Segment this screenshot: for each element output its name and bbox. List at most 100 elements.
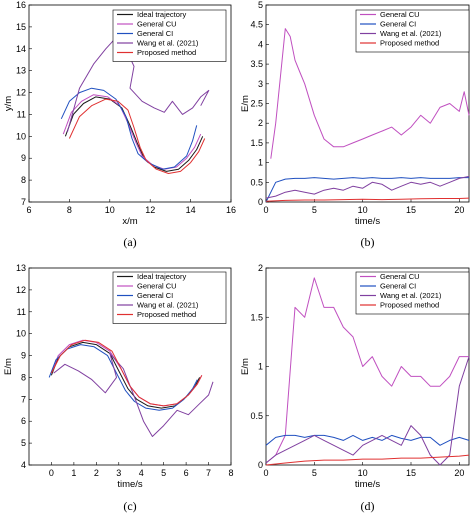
series-line-wang bbox=[53, 352, 214, 437]
legend-entry: General CU bbox=[380, 272, 420, 281]
y-tick-label: 0 bbox=[258, 460, 263, 470]
y-tick-label: 6 bbox=[21, 416, 26, 426]
y-tick-label: 13 bbox=[16, 263, 26, 273]
legend-entry: Wang et al. (2021) bbox=[380, 29, 442, 38]
x-tick-label: 10 bbox=[358, 468, 368, 478]
y-axis-label: E/m bbox=[240, 95, 251, 112]
legend-entry: Wang et al. (2021) bbox=[137, 301, 199, 310]
series-line-wang bbox=[265, 175, 470, 199]
y-tick-label: 5 bbox=[21, 438, 26, 448]
subfigure-caption: (b) bbox=[361, 235, 375, 249]
legend-entry: Ideal trajectory bbox=[137, 10, 186, 19]
y-tick-label: 10 bbox=[16, 329, 26, 339]
y-tick-label: 0.5 bbox=[250, 411, 263, 421]
legend-entry: General CU bbox=[137, 282, 177, 291]
y-tick-label: 10 bbox=[16, 131, 26, 141]
x-tick-label: 4 bbox=[139, 468, 144, 478]
y-tick-label: 7 bbox=[21, 394, 26, 404]
legend-entry: Proposed method bbox=[137, 310, 196, 319]
y-tick-label: 3.5 bbox=[250, 59, 263, 69]
x-tick-label: 2 bbox=[94, 468, 99, 478]
legend-entry: General CU bbox=[137, 20, 177, 29]
series-line-ci bbox=[48, 344, 198, 411]
x-tick-label: 8 bbox=[228, 468, 233, 478]
x-tick-label: 20 bbox=[454, 468, 464, 478]
y-tick-label: 2 bbox=[258, 263, 263, 273]
x-tick-label: 0 bbox=[263, 205, 268, 215]
x-tick-label: 0 bbox=[49, 468, 54, 478]
series-line-ci bbox=[265, 177, 469, 203]
legend-box bbox=[355, 9, 470, 53]
subfigure-caption: (c) bbox=[123, 499, 136, 513]
series-line-ci bbox=[60, 87, 198, 170]
legend-entry: General CI bbox=[380, 20, 416, 29]
y-tick-label: 7 bbox=[21, 197, 26, 207]
x-tick-label: 10 bbox=[358, 205, 368, 215]
series-line-proposed bbox=[68, 98, 206, 174]
x-tick-label: 5 bbox=[312, 205, 317, 215]
x-axis-label: x/m bbox=[122, 216, 137, 227]
y-tick-label: 1 bbox=[258, 158, 263, 168]
legend-entry: General CI bbox=[137, 29, 173, 38]
y-tick-label: 3 bbox=[258, 79, 263, 89]
x-axis-label: time/s bbox=[355, 216, 381, 227]
series-line-cu bbox=[270, 28, 470, 159]
x-tick-label: 6 bbox=[26, 205, 31, 215]
y-tick-label: 2.5 bbox=[250, 99, 263, 109]
x-tick-label: 1 bbox=[71, 468, 76, 478]
y-tick-label: 13 bbox=[16, 66, 26, 76]
x-axis-label: time/s bbox=[355, 479, 381, 490]
x-tick-label: 16 bbox=[226, 205, 236, 215]
y-axis-label: y/m bbox=[3, 96, 14, 111]
legend-entry: General CU bbox=[380, 10, 420, 19]
y-axis-label: E/m bbox=[240, 358, 251, 375]
legend-entry: Ideal trajectory bbox=[137, 272, 186, 281]
x-tick-label: 3 bbox=[116, 468, 121, 478]
x-axis-label: time/s bbox=[117, 479, 143, 490]
legend-box bbox=[355, 271, 470, 315]
y-tick-label: 0.5 bbox=[250, 177, 263, 187]
x-tick-label: 5 bbox=[312, 468, 317, 478]
y-tick-label: 11 bbox=[17, 307, 26, 317]
series-line-wang bbox=[66, 37, 210, 133]
legend-entry: General CI bbox=[380, 282, 416, 291]
y-tick-label: 9 bbox=[21, 153, 26, 163]
x-tick-label: 15 bbox=[406, 205, 416, 215]
legend-entry: Proposed method bbox=[137, 48, 196, 57]
x-tick-label: 6 bbox=[184, 468, 189, 478]
series-line-wang bbox=[265, 356, 470, 466]
legend-entry: Wang et al. (2021) bbox=[380, 291, 442, 300]
legend-entry: Wang et al. (2021) bbox=[137, 39, 199, 48]
series-line-ci bbox=[265, 434, 470, 446]
y-tick-label: 14 bbox=[16, 44, 26, 54]
y-tick-label: 9 bbox=[21, 351, 26, 361]
legend-entry: General CI bbox=[137, 291, 173, 300]
series-line-proposed bbox=[265, 454, 470, 466]
x-tick-label: 8 bbox=[67, 205, 72, 215]
subfigure-caption: (a) bbox=[123, 235, 136, 249]
y-tick-label: 4 bbox=[258, 39, 263, 49]
series-line-cu bbox=[62, 94, 202, 170]
x-tick-label: 20 bbox=[454, 205, 464, 215]
series-line-cu bbox=[265, 277, 469, 464]
series-line-ideal bbox=[64, 96, 204, 172]
subfigure-caption: (d) bbox=[361, 499, 375, 513]
legend-entry: Proposed method bbox=[380, 39, 439, 48]
y-tick-label: 1.5 bbox=[250, 138, 263, 148]
x-tick-label: 5 bbox=[161, 468, 166, 478]
series-line-proposed bbox=[50, 339, 203, 407]
y-tick-label: 2 bbox=[258, 118, 263, 128]
y-tick-label: 11 bbox=[17, 109, 26, 119]
y-tick-label: 12 bbox=[16, 88, 26, 98]
y-tick-label: 4.5 bbox=[250, 20, 263, 30]
y-tick-label: 16 bbox=[16, 0, 26, 10]
y-tick-label: 8 bbox=[21, 372, 26, 382]
y-tick-label: 8 bbox=[21, 175, 26, 185]
legend-entry: Proposed method bbox=[380, 301, 439, 310]
y-tick-label: 5 bbox=[258, 0, 263, 10]
y-tick-label: 0 bbox=[258, 197, 263, 207]
x-tick-label: 0 bbox=[263, 468, 268, 478]
x-tick-label: 15 bbox=[406, 468, 416, 478]
y-tick-label: 1.5 bbox=[250, 312, 263, 322]
